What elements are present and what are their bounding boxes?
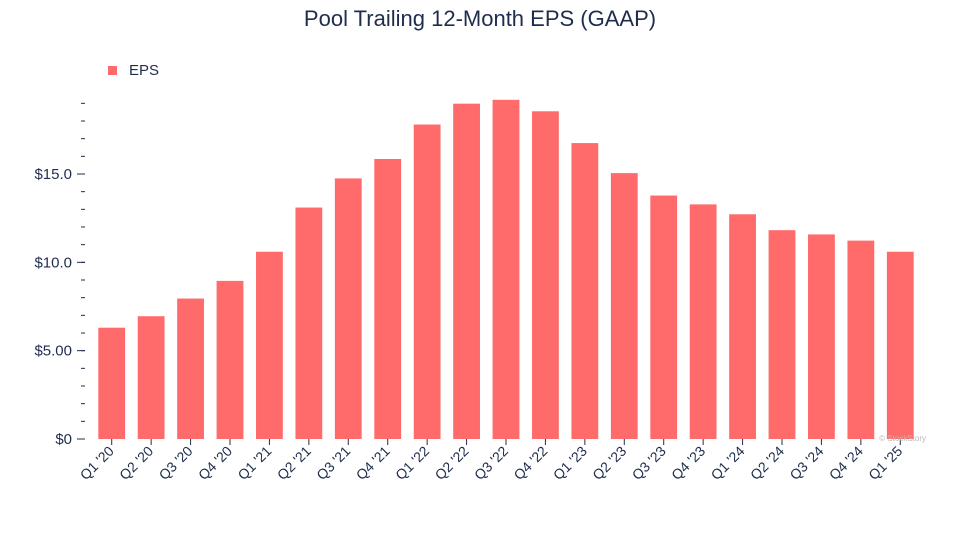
- x-tick-label: Q1 '20: [77, 443, 117, 483]
- x-tick-label: Q1 '25: [865, 443, 905, 483]
- legend: EPS: [108, 62, 159, 79]
- legend-label-eps: EPS: [129, 62, 159, 79]
- x-tick-label: Q1 '21: [234, 443, 274, 483]
- bar: [847, 240, 875, 439]
- x-axis: Q1 '20 Q2 '20 Q3 '20 Q4 '20 Q1 '21 Q2 '21 Q3 '…: [77, 439, 906, 483]
- bar: [768, 230, 796, 439]
- bar: [256, 251, 283, 439]
- bar: [808, 234, 835, 439]
- bar: [216, 280, 244, 439]
- x-tick-label: Q2 '23: [589, 443, 629, 483]
- bar: [453, 103, 480, 439]
- x-tick-label: Q2 '22: [432, 443, 472, 483]
- bar: [295, 207, 323, 439]
- bar: [137, 316, 165, 439]
- x-tick-label: Q4 '22: [510, 443, 550, 483]
- bar: [532, 111, 559, 440]
- x-tick-label: Q2 '21: [274, 443, 314, 483]
- x-tick-label: Q1 '24: [708, 443, 748, 483]
- bars: [98, 99, 914, 440]
- y-axis: $0 $5.00 $10.0 $15.0: [34, 102, 85, 448]
- x-tick-label: Q3 '22: [471, 443, 511, 483]
- bar: [886, 251, 914, 439]
- x-tick-label: Q2 '24: [747, 443, 787, 483]
- x-tick-label: Q1 '23: [550, 443, 590, 483]
- y-tick-label: $15.0: [34, 166, 72, 183]
- x-tick-label: Q3 '23: [629, 443, 669, 483]
- y-tick-label: $0: [55, 431, 72, 448]
- bar: [571, 143, 599, 440]
- x-tick-label: Q4 '23: [668, 443, 708, 483]
- x-tick-label: Q3 '24: [786, 443, 826, 483]
- bar: [689, 204, 717, 439]
- y-tick-label: $10.0: [34, 254, 72, 271]
- bar: [610, 173, 638, 439]
- bar: [413, 124, 441, 440]
- x-tick-label: Q2 '20: [116, 443, 156, 483]
- bar: [334, 178, 362, 439]
- chart-title: Pool Trailing 12-Month EPS (GAAP): [304, 6, 656, 31]
- bar: [492, 99, 520, 440]
- bar: [98, 327, 126, 439]
- bar: [729, 214, 756, 439]
- x-tick-label: Q3 '20: [156, 443, 196, 483]
- bar: [650, 195, 678, 439]
- bar: [177, 298, 204, 439]
- x-tick-label: Q3 '21: [313, 443, 353, 483]
- x-tick-label: Q4 '24: [826, 443, 866, 483]
- y-tick-label: $5.00: [34, 343, 72, 360]
- watermark-text: © StockStory: [879, 434, 926, 443]
- bar: [374, 158, 402, 439]
- x-tick-label: Q4 '20: [195, 443, 235, 483]
- x-tick-label: Q1 '22: [392, 443, 432, 483]
- x-tick-label: Q4 '21: [353, 443, 393, 483]
- legend-swatch-eps: [108, 66, 117, 75]
